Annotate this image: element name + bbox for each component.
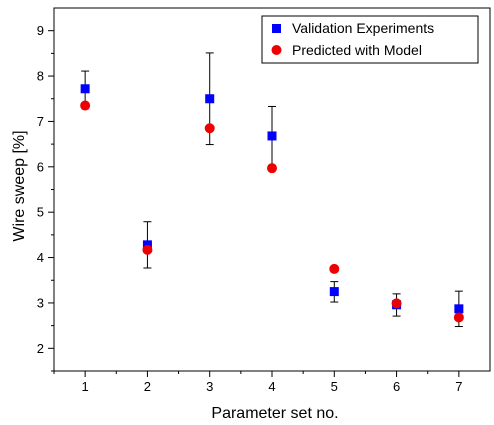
y-tick-label: 6 <box>37 159 44 174</box>
validation-point <box>267 131 277 141</box>
validation-point <box>80 84 90 94</box>
x-axis-title: Parameter set no. <box>211 405 338 422</box>
y-tick-label: 8 <box>37 69 44 84</box>
predicted-point <box>267 163 277 174</box>
predicted-point <box>329 263 340 274</box>
predicted-point <box>80 100 91 111</box>
y-tick-label: 7 <box>37 114 44 129</box>
x-tick-label: 1 <box>82 379 89 394</box>
x-tick-label: 6 <box>393 379 400 394</box>
y-tick-label: 3 <box>37 295 44 310</box>
x-tick-label: 2 <box>144 379 151 394</box>
data-points <box>80 84 464 323</box>
legend-label-validation: Validation Experiments <box>292 20 434 36</box>
y-tick-label: 4 <box>37 250 44 265</box>
x-tick-label: 7 <box>455 379 462 394</box>
x-tick-label: 4 <box>268 379 275 394</box>
x-axis-ticks: 1 2 3 4 5 6 7 <box>53 371 462 394</box>
predicted-point <box>142 244 153 255</box>
y-tick-label: 2 <box>37 341 44 356</box>
legend-marker-validation <box>272 24 281 33</box>
legend-box <box>261 15 479 64</box>
validation-point <box>205 94 215 104</box>
y-tick-label: 5 <box>37 205 44 220</box>
predicted-point <box>391 298 402 309</box>
y-axis-title: Wire sweep [%] <box>11 130 28 241</box>
legend-label-predicted: Predicted with Model <box>292 42 422 58</box>
legend: Validation Experiments Predicted with Mo… <box>261 15 479 64</box>
y-tick-label: 9 <box>37 23 44 38</box>
y-axis-ticks: 2 3 4 5 6 7 8 9 <box>37 23 54 372</box>
x-tick-label: 3 <box>206 379 213 394</box>
legend-marker-predicted <box>271 45 282 55</box>
x-tick-label: 5 <box>331 379 338 394</box>
predicted-point <box>453 312 464 323</box>
predicted-point <box>204 123 215 134</box>
validation-point <box>329 287 339 297</box>
validation-point <box>454 304 464 314</box>
error-bars <box>81 52 463 328</box>
